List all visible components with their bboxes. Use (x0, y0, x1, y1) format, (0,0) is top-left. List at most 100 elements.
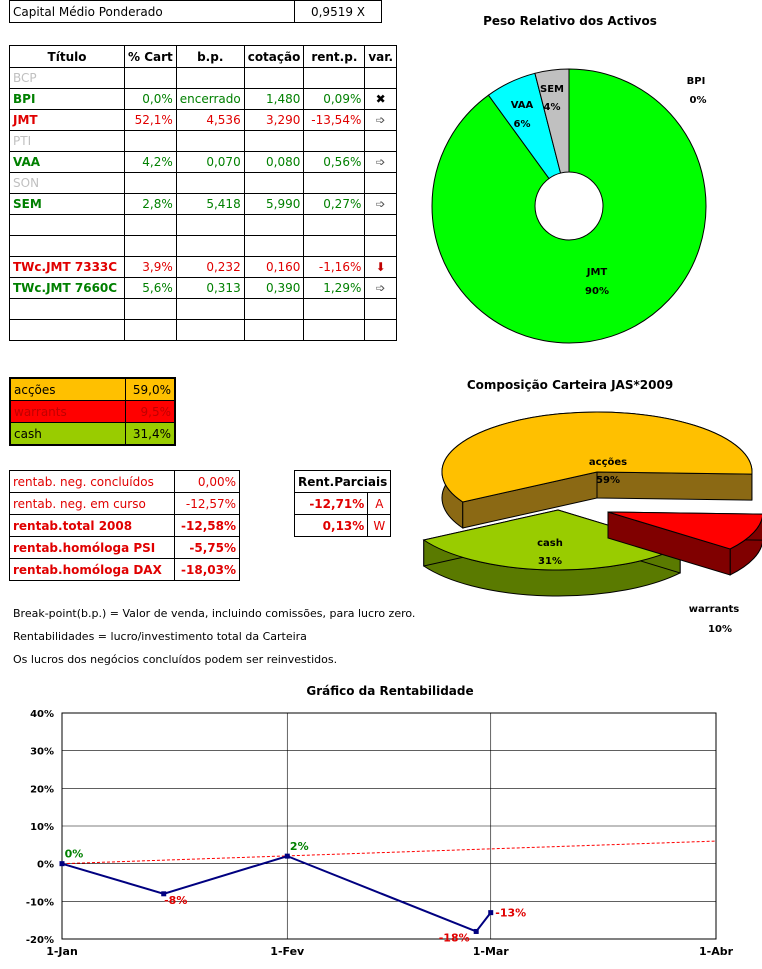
table-row: VAA 4,2% 0,070 0,080 0,56% ➩ (9, 151, 398, 173)
data-point (284, 853, 290, 859)
x-tick-label: 1-Fev (270, 945, 305, 958)
pie3d-pct-cash: 31% (538, 556, 562, 567)
composition-label: warrants (9, 400, 126, 423)
cell-name: SEM (9, 193, 125, 215)
cell-pct: 4,2% (124, 151, 177, 173)
data-label: -13% (495, 907, 526, 920)
data-label: -18% (439, 931, 470, 944)
parcial-w-value: 0,13% (293, 514, 369, 537)
composition-value: 59,0% (125, 377, 176, 401)
rentab-row: rentab.homóloga DAX -18,03% (9, 558, 240, 581)
composition-row: warrants 9,5% (9, 400, 176, 423)
parcial-w-letter: W (367, 514, 392, 537)
parciais-table: Rent.Parciais -12,71% A 0,13% W (293, 470, 392, 537)
cell-rent: -1,16% (303, 256, 366, 278)
x-tick-label: 1-Abr (699, 945, 734, 958)
cell-name: TWc.JMT 7660C (9, 277, 125, 299)
table-row: BCP (9, 67, 398, 89)
cell-bp: 4,536 (175, 109, 245, 131)
capital-table: Capital Médio Ponderado 0,9519 X (9, 0, 382, 23)
pie3d-label-warrants: warrants (689, 604, 739, 615)
pie3d-label-cash: cash (537, 538, 563, 549)
capital-value: 0,9519 X (294, 0, 382, 23)
data-point (161, 891, 167, 897)
y-tick-label: 40% (30, 709, 54, 720)
cell-bp: encerrado (175, 88, 245, 110)
parcial-a-value: -12,71% (293, 492, 369, 515)
data-label: 0% (65, 848, 84, 861)
data-point (59, 861, 65, 867)
pie3d-pct-warrants: 10% (708, 624, 732, 635)
composition-row: cash 31,4% (9, 422, 176, 446)
assets-header-row: Título % Cart b.p. cotação rent.p. var. (9, 45, 398, 68)
table-row (9, 235, 398, 257)
table-row: BPI 0,0% encerrado 1,480 0,09% ✖ (9, 88, 398, 110)
cell-bp: 0,232 (175, 256, 245, 278)
y-tick-label: -10% (26, 897, 54, 908)
cell-var (364, 319, 398, 341)
y-tick-label: -20% (26, 935, 54, 946)
table-row: TWc.JMT 7333C 3,9% 0,232 0,160 -1,16% ⬇ (9, 256, 398, 278)
x-tick-label: 1-Jan (46, 945, 78, 958)
y-tick-label: 30% (30, 747, 54, 758)
cell-var: ➩ (364, 109, 398, 131)
donut-pct-sem: 4% (544, 102, 561, 113)
donut-label-vaa: VAA (511, 100, 534, 111)
composition-value: 9,5% (125, 400, 176, 423)
note-lucros: Os lucros dos negócios concluídos podem … (13, 653, 338, 666)
composition-row: acções 59,0% (9, 377, 176, 401)
cell-bp: 0,070 (175, 151, 245, 173)
data-point (488, 910, 494, 916)
pie3d-slice-warrants (607, 511, 762, 550)
pie3d-pct-acções: 59% (596, 475, 620, 486)
table-row (9, 319, 398, 341)
donut-label-bpi: BPI (687, 76, 706, 87)
donut-label-sem: SEM (540, 84, 564, 95)
chart3-title: Gráfico da Rentabilidade (306, 684, 474, 698)
assets-table: Título % Cart b.p. cotação rent.p. var. … (9, 45, 398, 341)
rentab-value: -18,03% (174, 558, 240, 581)
cell-rent: 1,29% (303, 277, 366, 299)
rentab-value: -12,57% (174, 492, 240, 515)
composition-label: cash (9, 422, 126, 446)
cell-var: ⬇ (364, 256, 398, 278)
donut-label-jmt: JMT (586, 267, 608, 278)
rentab-row: rentab. neg. em curso -12,57% (9, 492, 240, 515)
composition-value: 31,4% (125, 422, 176, 446)
line-chart: 40% 30% 20% 10% 0% -10% -20%1-Jan 1-Fev 1-Mar 1-A… (26, 709, 734, 958)
data-point (473, 928, 479, 934)
cell-name: PTI (9, 130, 125, 152)
chart1-title: Peso Relativo dos Activos (483, 14, 657, 28)
table-row (9, 214, 398, 236)
capital-label: Capital Médio Ponderado (9, 0, 295, 23)
pie3d-slice-acções (441, 411, 753, 503)
rentab-value: 0,00% (174, 470, 240, 493)
cell-rent (303, 319, 366, 341)
note-rentabilidades: Rentabilidades = lucro/investimento tota… (13, 630, 307, 643)
donut-pct-bpi: 0% (690, 95, 707, 106)
rentab-table: rentab. neg. concluídos 0,00% rentab. neg.… (9, 470, 240, 581)
table-row: TWc.JMT 7660C 5,6% 0,313 0,390 1,29% ➩ (9, 277, 398, 299)
cell-name: BPI (9, 88, 125, 110)
donut-slice-jmt (431, 68, 707, 344)
cell-name: TWc.JMT 7333C (9, 256, 125, 278)
cell-bp (175, 319, 245, 341)
trend-line (61, 840, 717, 865)
y-tick-label: 0% (37, 860, 54, 871)
chart2-title: Composição Carteira JAS*2009 (466, 378, 674, 392)
y-tick-label: 10% (30, 822, 54, 833)
parciais-header: Rent.Parciais (293, 470, 392, 493)
table-row: SON (9, 172, 398, 194)
rentab-label: rentab.homóloga DAX (9, 558, 175, 581)
cell-name (9, 319, 125, 341)
donut-pct-vaa: 6% (514, 119, 531, 130)
data-label: 2% (290, 840, 309, 853)
donut-pct-jmt: 90% (585, 286, 609, 297)
data-label: -8% (164, 894, 187, 907)
cell-name: JMT (9, 109, 125, 131)
rentab-row: rentab.homóloga PSI -5,75% (9, 536, 240, 559)
composition-label: acções (9, 377, 126, 401)
x-tick-label: 1-Mar (473, 945, 510, 958)
y-tick-label: 20% (30, 784, 54, 795)
